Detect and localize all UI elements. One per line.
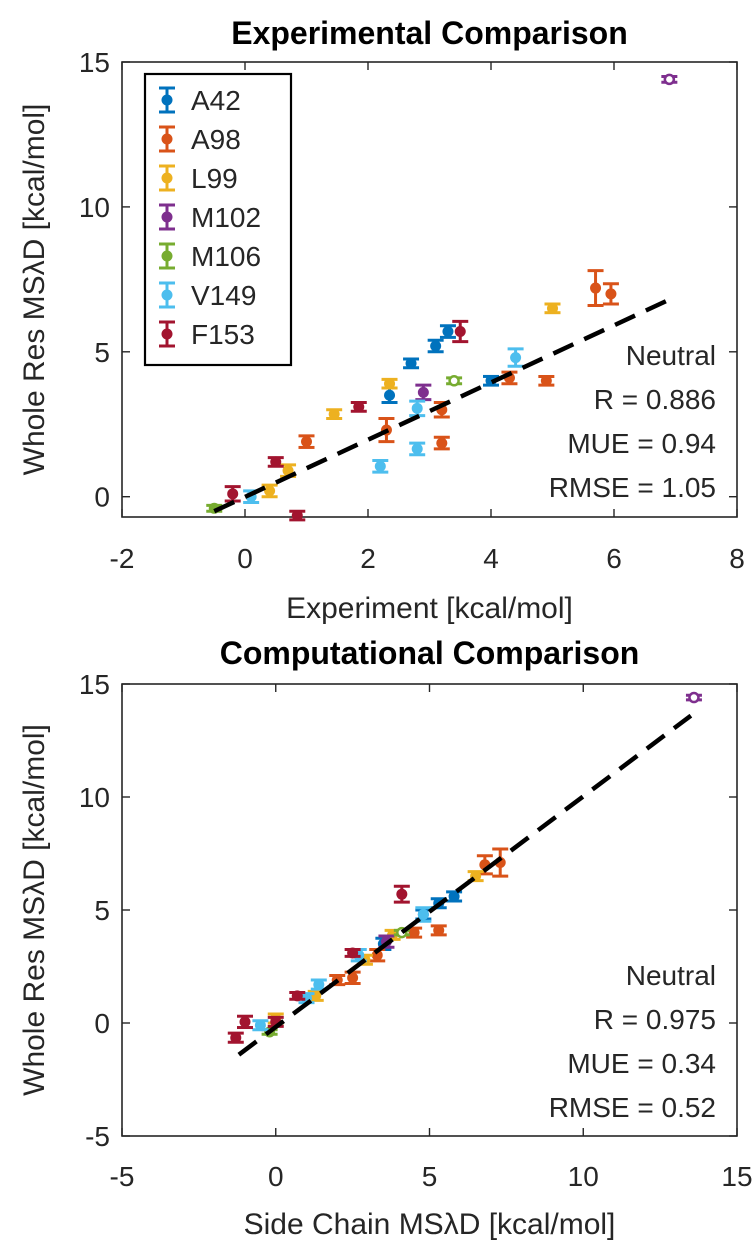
legend-label: M106 — [191, 241, 261, 272]
legend-label: A98 — [191, 124, 241, 155]
stat-text: MUE = 0.34 — [567, 1048, 716, 1079]
data-point — [291, 990, 303, 1002]
data-point — [353, 401, 365, 413]
legend-marker — [161, 328, 173, 340]
y-tick-label: 15 — [79, 669, 110, 700]
stat-text: Neutral — [626, 960, 716, 991]
stat-text: RMSE = 1.05 — [549, 472, 716, 503]
legend-marker — [161, 133, 173, 145]
chart-title: Computational Comparison — [220, 635, 640, 671]
x-axis-label: Side Chain MSλD [kcal/mol] — [244, 1208, 616, 1241]
y-tick-label: -5 — [85, 1121, 110, 1152]
data-point — [347, 947, 359, 959]
legend-label: L99 — [191, 163, 238, 194]
y-tick-label: 10 — [79, 192, 110, 223]
data-point — [405, 357, 417, 369]
data-point — [442, 326, 454, 338]
data-point — [417, 909, 429, 921]
data-point — [384, 389, 396, 401]
x-tick-label: 10 — [568, 1161, 599, 1192]
stat-text: R = 0.975 — [594, 1004, 716, 1035]
legend-marker — [161, 250, 173, 262]
data-point-open — [448, 375, 460, 387]
data-point — [454, 326, 466, 338]
data-point — [227, 488, 239, 500]
x-tick-label: 6 — [606, 543, 622, 574]
legend-label: F153 — [191, 319, 255, 350]
data-point — [430, 340, 442, 352]
legend-label: A42 — [191, 85, 241, 116]
legend-marker — [161, 172, 173, 184]
data-point — [270, 456, 282, 468]
x-tick-label: 0 — [237, 543, 253, 574]
x-tick-label: 8 — [729, 543, 745, 574]
y-tick-label: 15 — [79, 47, 110, 78]
data-point — [301, 436, 312, 448]
y-tick-label: 0 — [94, 1008, 110, 1039]
data-point — [411, 402, 423, 414]
data-point — [547, 302, 558, 314]
legend-label: M102 — [191, 202, 261, 233]
data-point — [590, 282, 602, 294]
x-tick-label: 2 — [360, 543, 376, 574]
chart-title: Experimental Comparison — [231, 15, 628, 51]
data-point — [230, 1032, 242, 1044]
y-axis-label: Whole Res MSλD [kcal/mol] — [18, 104, 51, 476]
chart-panel-1: Experimental Comparison-2 0 2 4 6 8051015Expe… — [18, 15, 745, 625]
y-axis-label: Whole Res MSλD [kcal/mol] — [18, 724, 51, 1096]
x-tick-label: 5 — [422, 1161, 438, 1192]
data-point — [540, 375, 552, 387]
data-point — [291, 510, 303, 522]
legend-marker — [161, 289, 173, 301]
legend-marker — [161, 211, 173, 223]
data-point — [347, 972, 359, 984]
data-point — [239, 1016, 251, 1028]
data-point — [313, 979, 325, 991]
data-point — [433, 924, 445, 936]
data-point — [396, 888, 408, 900]
x-tick-label: -5 — [110, 1161, 135, 1192]
x-axis-label: Experiment [kcal/mol] — [286, 592, 573, 625]
data-point — [371, 949, 383, 961]
data-point-open — [663, 73, 676, 86]
data-point — [254, 1019, 266, 1031]
data-point — [411, 443, 423, 455]
legend-label: V149 — [191, 280, 256, 311]
data-point — [374, 460, 386, 472]
data-point-open — [688, 691, 700, 704]
axes-box — [121, 61, 738, 518]
data-point — [510, 352, 522, 364]
y-tick-label: 5 — [94, 895, 110, 926]
stat-text: R = 0.886 — [594, 384, 716, 415]
stat-text: RMSE = 0.52 — [549, 1092, 716, 1123]
stat-text: Neutral — [626, 340, 716, 371]
data-point — [328, 408, 340, 420]
y-tick-label: 0 — [94, 482, 110, 513]
x-tick-label: 0 — [268, 1161, 284, 1192]
data-point — [436, 437, 448, 449]
data-point — [605, 288, 617, 300]
stat-text: MUE = 0.94 — [567, 428, 716, 459]
fit-line — [213, 294, 677, 514]
chart-panel-2: Computational Comparison -5 0 5 10 15 -5 0 5 10 15… — [18, 635, 753, 1241]
data-point — [264, 485, 276, 497]
y-tick-label: 5 — [94, 337, 110, 368]
data-point — [448, 890, 460, 902]
x-tick-label: -2 — [110, 543, 135, 574]
legend-marker — [161, 94, 173, 106]
y-tick-label: 10 — [79, 782, 110, 813]
data-point — [384, 378, 396, 390]
data-point — [417, 386, 429, 398]
data-point — [408, 927, 420, 939]
x-tick-label: 15 — [721, 1161, 752, 1192]
fit-line — [237, 713, 693, 1057]
x-tick-label: 4 — [483, 543, 499, 574]
